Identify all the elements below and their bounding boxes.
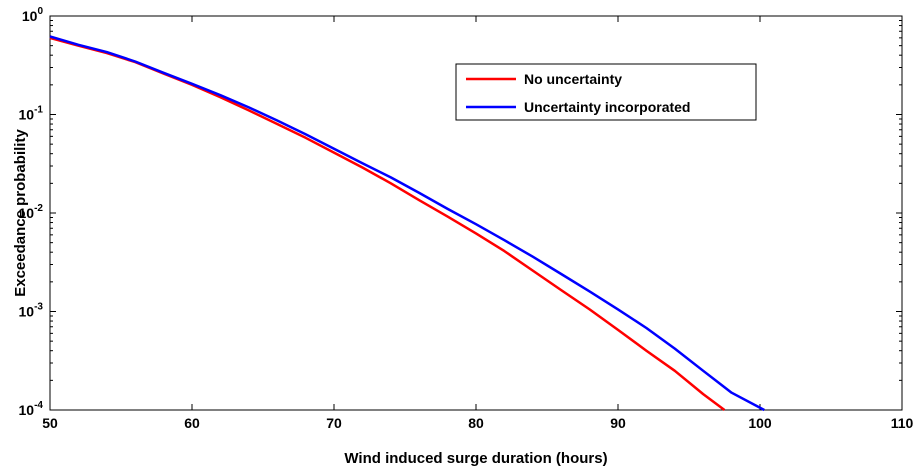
- y-tick-label: 10-3: [19, 302, 44, 320]
- x-axis-label: Wind induced surge duration (hours): [344, 450, 607, 467]
- x-tick-label: 80: [468, 415, 484, 431]
- y-tick-base: 10: [22, 8, 38, 24]
- y-tick-label: 10-1: [19, 105, 44, 123]
- y-tick-exponent: -2: [34, 203, 43, 214]
- legend-label-1: No uncertainty: [524, 71, 622, 87]
- y-tick-base: 10: [19, 107, 35, 123]
- x-tick-label: 100: [748, 415, 772, 431]
- series-lines: [49, 35, 765, 412]
- y-tick-base: 10: [19, 205, 35, 221]
- y-tick-label: 10-4: [19, 400, 44, 418]
- series-line-2: [49, 35, 765, 412]
- x-tick-label: 50: [42, 415, 58, 431]
- x-tick-label: 90: [610, 415, 626, 431]
- x-tick-label: 70: [326, 415, 342, 431]
- y-tick-base: 10: [19, 402, 35, 418]
- y-tick-exponent: -1: [34, 105, 43, 116]
- x-tick-label: 110: [891, 415, 914, 431]
- legend: No uncertainty Uncertainty incorporated: [455, 63, 757, 121]
- x-tick-label: 60: [184, 415, 200, 431]
- legend-box: [455, 63, 757, 121]
- y-tick-label: 100: [22, 6, 44, 24]
- y-tick-exponent: 0: [37, 6, 43, 17]
- y-tick-label: 10-2: [19, 203, 44, 221]
- y-tick-base: 10: [19, 304, 35, 320]
- y-tick-exponent: -3: [34, 302, 43, 313]
- x-axis-ticks: 50 60 70 80 90 100 110: [42, 16, 914, 431]
- legend-label-2: Uncertainty incorporated: [524, 99, 690, 115]
- y-axis-label: Exceedance probability: [12, 129, 29, 297]
- y-tick-exponent: -4: [34, 400, 43, 411]
